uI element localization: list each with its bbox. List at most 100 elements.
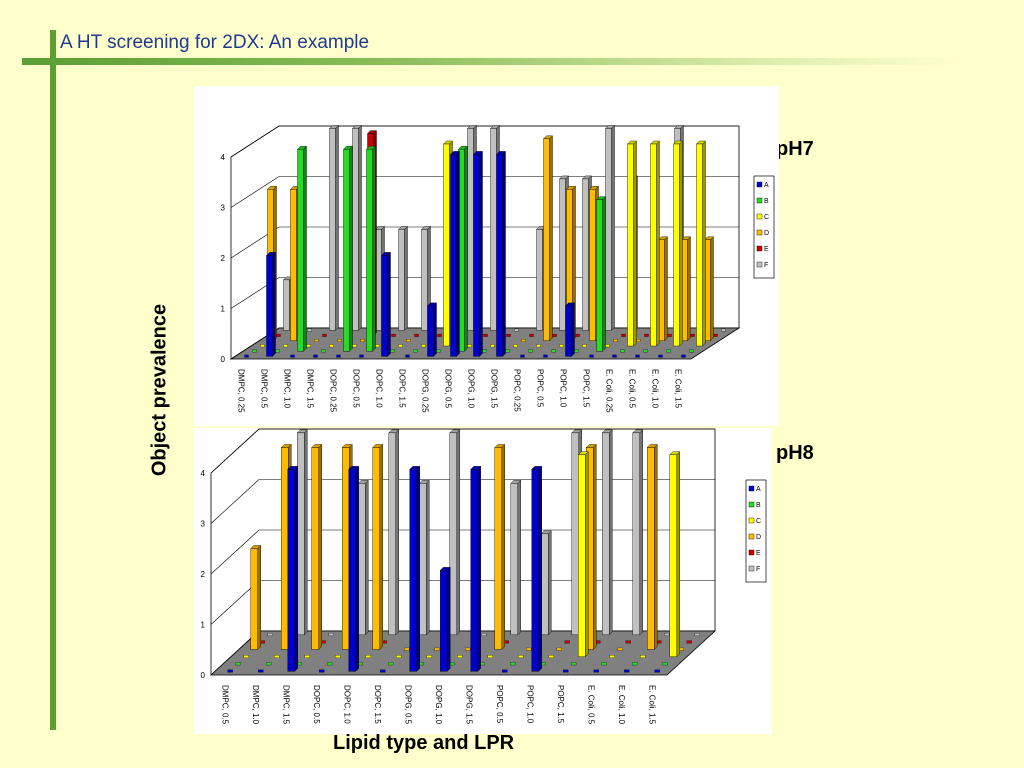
bar-D <box>566 185 576 342</box>
bar-A <box>470 465 482 672</box>
chart-subtitle-ph8: pH8 <box>776 442 814 464</box>
bar-F <box>352 124 362 331</box>
floor-marker-C <box>274 655 280 658</box>
floor-marker-B <box>551 349 556 353</box>
floor-marker-B <box>601 662 607 666</box>
floor-marker-C <box>335 655 341 658</box>
bar-D <box>704 236 714 342</box>
y-tick-label: 2 <box>201 570 206 579</box>
x-tick-label: DMPC, 0.5 <box>260 369 269 409</box>
bar-D <box>250 544 262 650</box>
bar-C <box>577 451 589 658</box>
floor-marker-B <box>510 662 516 666</box>
floor-marker-B <box>390 349 395 353</box>
floor-marker-A <box>502 669 508 673</box>
floor-marker-C <box>559 344 564 348</box>
x-axis-label: Lipid type and LPR <box>333 732 515 754</box>
floor-marker-B <box>321 349 326 353</box>
legend-swatch-F <box>748 565 755 572</box>
x-tick-label: DOPC, 1.0 <box>375 369 384 408</box>
floor-marker-C <box>582 344 587 348</box>
gridline <box>230 125 739 158</box>
floor-marker-D <box>360 339 365 342</box>
floor-marker-B <box>632 662 638 666</box>
y-tick-label: 3 <box>201 520 206 529</box>
floor-marker-B <box>275 349 280 353</box>
floor-marker-A <box>405 354 410 358</box>
legend-swatch-E <box>756 245 763 252</box>
floor-marker-F <box>267 633 273 637</box>
floor-marker-B <box>252 349 257 353</box>
legend-label-D: D <box>764 230 769 237</box>
bar-A <box>266 251 276 357</box>
bar-F <box>601 429 613 636</box>
floor-marker-E <box>483 333 488 337</box>
floor-marker-A <box>244 354 249 358</box>
legend: A B C D E F <box>753 175 775 279</box>
floor-marker-A <box>359 354 364 358</box>
floor-marker-F <box>307 328 312 332</box>
x-tick-label: DOPC, 1.5 <box>398 369 407 408</box>
floor-marker-A <box>563 669 569 673</box>
floor-marker-D <box>526 647 532 651</box>
floor-marker-B <box>505 349 510 353</box>
floor-marker-D <box>556 647 562 651</box>
floor-marker-C <box>513 344 518 348</box>
floor-marker-B <box>666 349 671 353</box>
x-tick-label: POPC, 0.25 <box>513 369 522 412</box>
floor-marker-E <box>564 640 570 644</box>
floor-marker-D <box>337 339 342 342</box>
legend-label-F: F <box>764 262 768 269</box>
floor-marker-E <box>713 333 718 337</box>
legend-label-E: E <box>756 550 761 557</box>
bar-A <box>473 150 483 357</box>
floor-marker-C <box>398 344 403 348</box>
x-tick-label: DOPG, 0.5 <box>403 685 412 725</box>
floor-marker-A <box>589 354 594 358</box>
y-tick-label: 1 <box>201 621 206 630</box>
legend-label-B: B <box>764 198 769 205</box>
legend-label-A: A <box>756 486 761 493</box>
x-tick-label: POPC, 0.5 <box>495 685 504 724</box>
floor-marker-E <box>621 333 626 337</box>
legend-swatch-C <box>748 517 755 524</box>
floor-marker-B <box>662 662 668 666</box>
chart-ph7: 0 1 2 3 4 DMPC, 0.25 DMPC, 0.5 DMPC, 1.0 DMPC, 1… <box>221 124 775 413</box>
floor-marker-E <box>414 333 419 337</box>
gridline <box>210 479 715 524</box>
bar-A <box>287 465 299 672</box>
accent-horizontal-bar <box>22 58 965 65</box>
floor-marker-A <box>227 669 233 673</box>
floor-marker-F <box>328 633 334 637</box>
floor-marker-B <box>266 662 272 666</box>
bar-F <box>510 479 522 636</box>
bar-D <box>681 236 691 342</box>
bar-D <box>543 135 553 342</box>
legend-swatch-B <box>756 197 763 204</box>
legend-label-C: C <box>764 214 769 221</box>
floor-marker-A <box>290 354 295 358</box>
chart-panel-ph8: 0 1 2 3 4 DMPC, 0.5 DMPC, 1.0 DMPC, 1.5 DOPC, 0.… <box>194 428 772 734</box>
x-tick-label: E. Coli, 0.25 <box>605 369 614 413</box>
y-tick-label: 2 <box>221 254 226 263</box>
floor-marker-D <box>404 647 410 651</box>
chart-floor <box>229 327 741 360</box>
floor-marker-E <box>625 640 631 644</box>
x-tick-label: POPC, 1.5 <box>582 369 591 408</box>
floor-marker-C <box>365 655 371 658</box>
floor-marker-C <box>306 344 311 348</box>
legend-swatch-C <box>756 213 763 220</box>
floor-marker-A <box>593 669 599 673</box>
bar-B <box>343 145 353 352</box>
floor-marker-B <box>620 349 625 353</box>
floor-marker-D <box>617 647 623 651</box>
x-tick-label: E. Coli, 1.5 <box>674 369 683 409</box>
x-tick-label: POPC, 0.5 <box>536 369 545 408</box>
bar-A <box>409 465 421 672</box>
floor-marker-C <box>375 344 380 348</box>
legend: A B C D E F <box>745 479 767 583</box>
gridline <box>210 428 715 474</box>
y-tick-label: 3 <box>221 204 226 213</box>
bar-B <box>366 145 376 352</box>
x-tick-label: E. Coli, 1.5 <box>647 685 656 725</box>
